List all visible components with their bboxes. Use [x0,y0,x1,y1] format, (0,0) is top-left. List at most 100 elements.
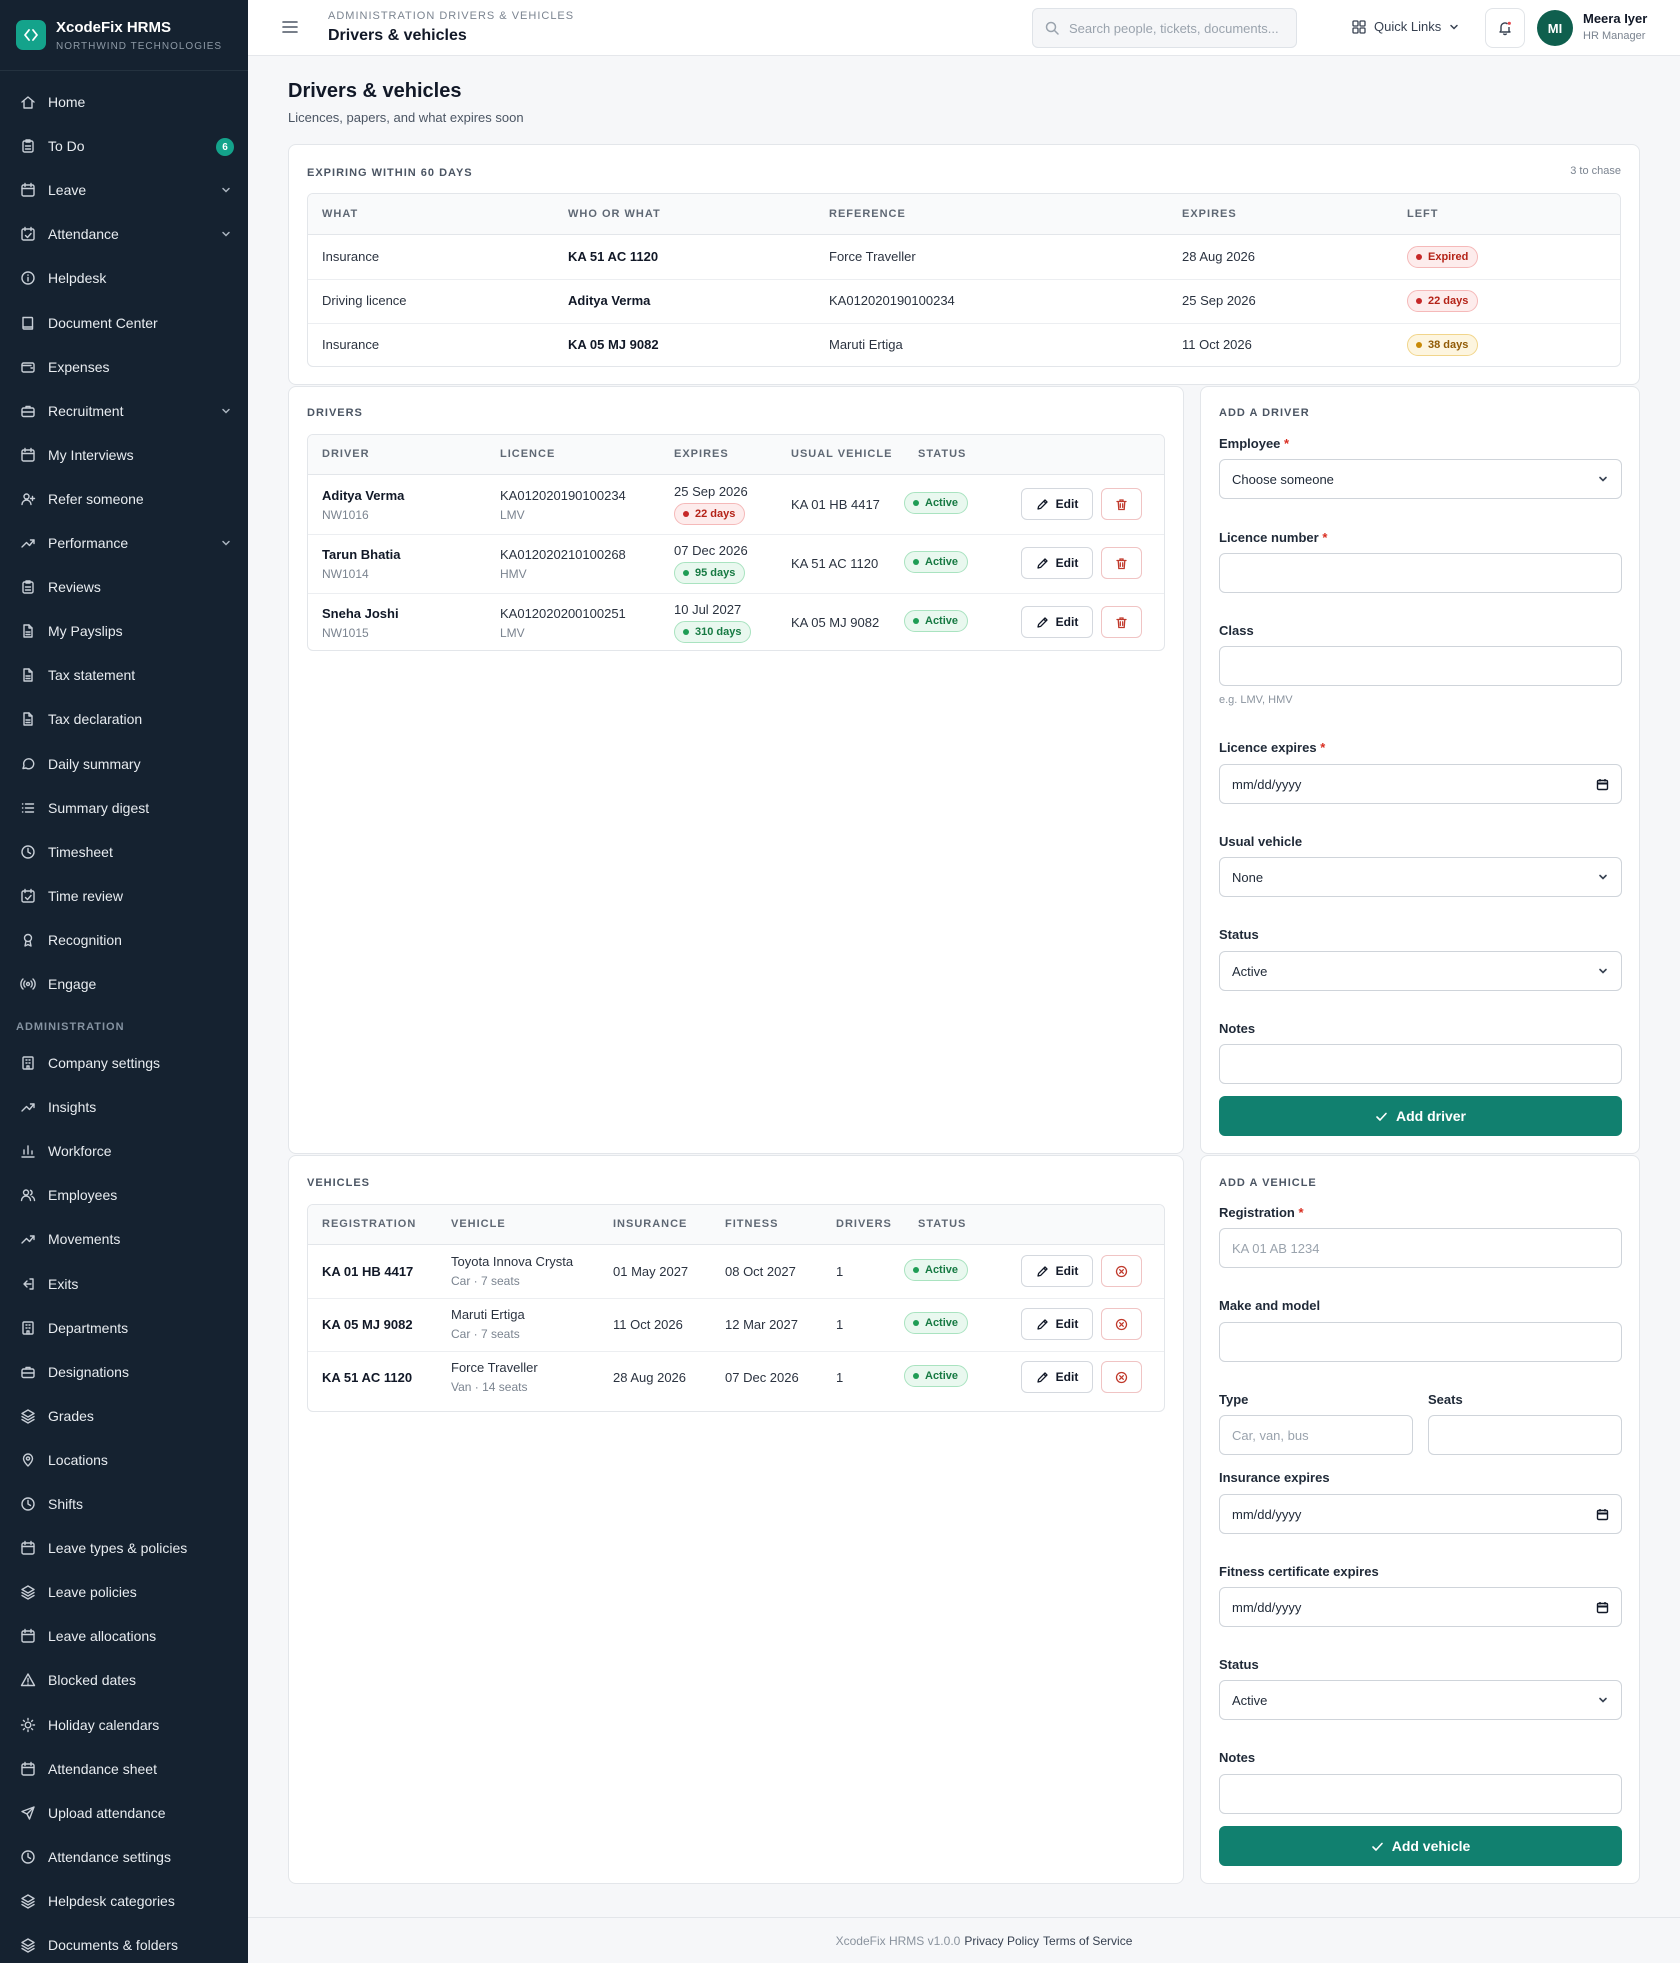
sidebar-item-locations[interactable]: Locations [0,1445,248,1475]
vehicle-registration[interactable]: KA 51 AC 1120 [322,1370,413,1385]
add-driver-button[interactable]: Add driver [1219,1096,1622,1136]
driver-notes-input[interactable] [1219,1044,1622,1084]
user-name[interactable]: Meera Iyer [1583,11,1648,26]
vehicle-notes-input[interactable] [1219,1774,1622,1814]
licence-number-input[interactable] [1219,553,1622,593]
search-input[interactable] [1069,20,1289,36]
terms-link[interactable]: Terms of Service [1043,1933,1133,1948]
briefcase-icon [20,1364,36,1380]
sidebar-item-daily-summary[interactable]: Daily summary [0,749,248,779]
sidebar-item-recruitment[interactable]: Recruitment [0,396,248,426]
sidebar-item-tax-statement[interactable]: Tax statement [0,660,248,690]
type-input[interactable] [1219,1415,1413,1455]
sidebar-item-reviews[interactable]: Reviews [0,572,248,602]
vehicle-status-select[interactable]: Active [1219,1680,1622,1720]
fitness-expires: 08 Oct 2027 [725,1264,796,1279]
retire-button[interactable] [1101,1255,1142,1287]
sidebar-item-leave-types-and-policies[interactable]: Leave types & policies [0,1533,248,1563]
driver-name[interactable]: Tarun Bhatia [322,547,401,562]
x-circle-icon [1115,1265,1128,1278]
employee-select[interactable]: Choose someone [1219,459,1622,499]
registration-input[interactable] [1219,1228,1622,1268]
sidebar-item-home[interactable]: Home [0,87,248,117]
sidebar-item-timesheet[interactable]: Timesheet [0,837,248,867]
sidebar-item-company-settings[interactable]: Company settings [0,1048,248,1078]
sidebar-item-departments[interactable]: Departments [0,1313,248,1343]
edit-button[interactable]: Edit [1021,1255,1093,1287]
seats-input[interactable] [1428,1415,1622,1455]
driver-name[interactable]: Aditya Verma [322,488,405,503]
brand[interactable]: XcodeFix HRMS NORTHWIND TECHNOLOGIES [0,0,248,71]
sidebar-item-expenses[interactable]: Expenses [0,352,248,382]
edit-button[interactable]: Edit [1021,547,1093,579]
licence-expires-input[interactable]: mm/dd/yyyy [1219,764,1622,804]
search-box[interactable] [1032,8,1297,48]
expiring-who[interactable]: KA 51 AC 1120 [568,249,659,264]
sidebar-item-summary-digest[interactable]: Summary digest [0,793,248,823]
usual-vehicle-select[interactable]: None [1219,857,1622,897]
sidebar-item-leave[interactable]: Leave [0,175,248,205]
sidebar-item-helpdesk[interactable]: Helpdesk [0,263,248,293]
delete-button[interactable] [1101,547,1142,579]
edit-button[interactable]: Edit [1021,1308,1093,1340]
privacy-policy-link[interactable]: Privacy Policy [964,1933,1040,1948]
sidebar-item-helpdesk-categories[interactable]: Helpdesk categories [0,1886,248,1916]
sidebar-item-shifts[interactable]: Shifts [0,1489,248,1519]
sidebar-item-performance[interactable]: Performance [0,528,248,558]
edit-button[interactable]: Edit [1021,606,1093,638]
vehicle-registration[interactable]: KA 01 HB 4417 [322,1264,414,1279]
sidebar-item-blocked-dates[interactable]: Blocked dates [0,1665,248,1695]
retire-button[interactable] [1101,1308,1142,1340]
sidebar-item-leave-allocations[interactable]: Leave allocations [0,1621,248,1651]
sidebar-item-recognition[interactable]: Recognition [0,925,248,955]
expiring-who[interactable]: Aditya Verma [568,293,651,308]
quick-links-button[interactable]: Quick Links [1352,19,1459,34]
sidebar-item-refer-someone[interactable]: Refer someone [0,484,248,514]
sidebar-item-engage[interactable]: Engage [0,969,248,999]
vehicle-model: Force Traveller [451,1360,538,1375]
add-vehicle-button[interactable]: Add vehicle [1219,1826,1622,1866]
notifications-button[interactable] [1485,8,1525,48]
sidebar-item-holiday-calendars[interactable]: Holiday calendars [0,1710,248,1740]
status-dot [913,1373,919,1379]
expiring-who[interactable]: KA 05 MJ 9082 [568,337,659,352]
insurance-expires-input[interactable]: mm/dd/yyyy [1219,1494,1622,1534]
sidebar-item-to-do[interactable]: To Do 6 [0,131,248,161]
class-input[interactable] [1219,646,1622,686]
sidebar-item-employees[interactable]: Employees [0,1180,248,1210]
delete-button[interactable] [1101,488,1142,520]
sidebar-item-time-review[interactable]: Time review [0,881,248,911]
sidebar-item-attendance[interactable]: Attendance [0,219,248,249]
sidebar-item-attendance-sheet[interactable]: Attendance sheet [0,1754,248,1784]
sidebar-item-document-center[interactable]: Document Center [0,308,248,338]
edit-button[interactable]: Edit [1021,488,1093,520]
sidebar-item-tax-declaration[interactable]: Tax declaration [0,704,248,734]
sidebar-item-grades[interactable]: Grades [0,1401,248,1431]
sidebar-item-label: Shifts [48,1496,84,1512]
driver-name[interactable]: Sneha Joshi [322,606,399,621]
column-header: STATUS [918,448,967,460]
sidebar-item-leave-policies[interactable]: Leave policies [0,1577,248,1607]
menu-icon[interactable] [281,18,299,36]
expiring-date: 25 Sep 2026 [1182,293,1256,308]
sidebar-item-exits[interactable]: Exits [0,1269,248,1299]
fitness-expires-input[interactable]: mm/dd/yyyy [1219,1587,1622,1627]
sidebar-item-upload-attendance[interactable]: Upload attendance [0,1798,248,1828]
sidebar-item-my-interviews[interactable]: My Interviews [0,440,248,470]
sidebar-item-movements[interactable]: Movements [0,1224,248,1254]
sidebar-item-designations[interactable]: Designations [0,1357,248,1387]
vehicle-registration[interactable]: KA 05 MJ 9082 [322,1317,413,1332]
delete-button[interactable] [1101,606,1142,638]
sidebar-item-attendance-settings[interactable]: Attendance settings [0,1842,248,1872]
sidebar-item-workforce[interactable]: Workforce [0,1136,248,1166]
column-header: FITNESS [725,1218,779,1230]
avatar[interactable]: MI [1537,10,1573,46]
sidebar-item-label: Engage [48,976,97,992]
retire-button[interactable] [1101,1361,1142,1393]
sidebar-item-insights[interactable]: Insights [0,1092,248,1122]
sidebar-item-my-payslips[interactable]: My Payslips [0,616,248,646]
driver-status-select[interactable]: Active [1219,951,1622,991]
sidebar-item-documents-and-folders[interactable]: Documents & folders [0,1930,248,1960]
edit-button[interactable]: Edit [1021,1361,1093,1393]
make-model-input[interactable] [1219,1322,1622,1362]
